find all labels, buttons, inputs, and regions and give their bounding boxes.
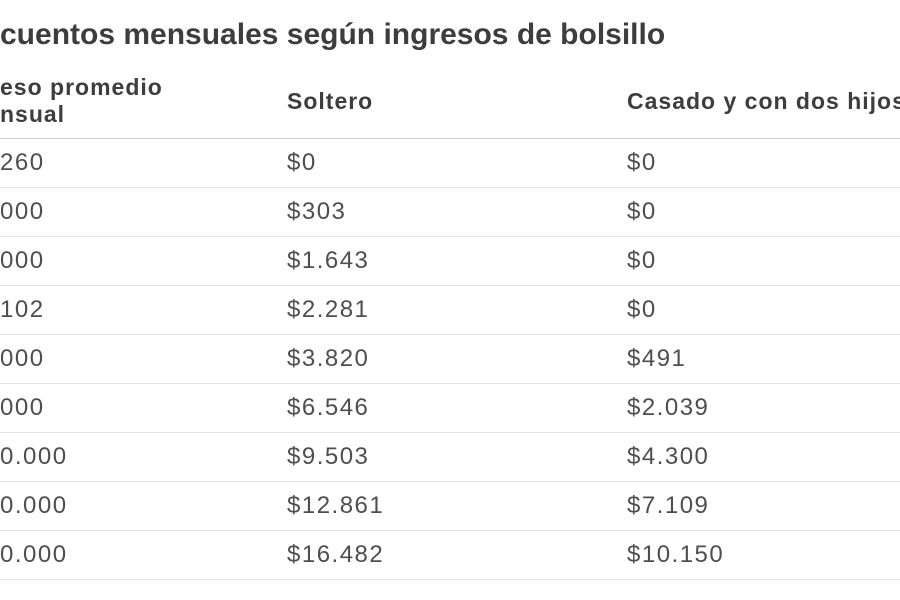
column-header-income-line1: eso promedio [0,74,163,100]
cell-income: 260 [0,149,45,176]
table-row: 000 $3.820 $491 [0,335,900,384]
table-header-row: eso promedio nsual Soltero Casado y con … [0,64,900,139]
cell-casado: $7.109 [627,492,710,519]
cell-casado: $0 [627,198,657,225]
cell-income: 000 [0,345,45,372]
table-row: 000 $303 $0 [0,188,900,237]
table-row: 0.000 $16.482 $10.150 [0,531,900,580]
table-row: 260 $0 $0 [0,139,900,188]
cell-casado: $10.150 [627,541,725,568]
column-header-soltero: Soltero [287,87,374,114]
table-row: 102 $2.281 $0 [0,286,900,335]
cell-casado: $0 [627,149,657,176]
cell-income: 000 [0,394,45,421]
cell-casado: $2.039 [627,394,710,421]
cell-casado: $491 [627,345,687,372]
table-row: 000 $6.546 $2.039 [0,384,900,433]
cell-soltero: $0 [287,149,317,176]
cell-income: 0.000 [0,492,68,519]
column-header-casado-dos-hijos: Casado y con dos hijos [627,87,900,114]
cell-income: 102 [0,296,45,323]
cell-soltero: $12.861 [287,492,385,519]
column-header-income: eso promedio nsual [0,74,287,128]
cell-income: 0.000 [0,443,68,470]
cell-income: 000 [0,198,45,225]
cell-soltero: $1.643 [287,247,370,274]
page-title: cuentos mensuales según ingresos de bols… [0,18,666,51]
cell-income: 0.000 [0,541,68,568]
cell-casado: $0 [627,296,657,323]
column-header-income-line2: nsual [0,101,66,127]
table-row: 0.000 $9.503 $4.300 [0,433,900,482]
cell-soltero: $6.546 [287,394,370,421]
cell-soltero: $9.503 [287,443,370,470]
cell-soltero: $3.820 [287,345,370,372]
cell-casado: $0 [627,247,657,274]
cell-casado: $4.300 [627,443,710,470]
cell-soltero: $16.482 [287,541,385,568]
cell-income: 000 [0,247,45,274]
table-row: 0.000 $12.861 $7.109 [0,482,900,531]
table-row: 000 $1.643 $0 [0,237,900,286]
cell-soltero: $2.281 [287,296,370,323]
cell-soltero: $303 [287,198,347,225]
